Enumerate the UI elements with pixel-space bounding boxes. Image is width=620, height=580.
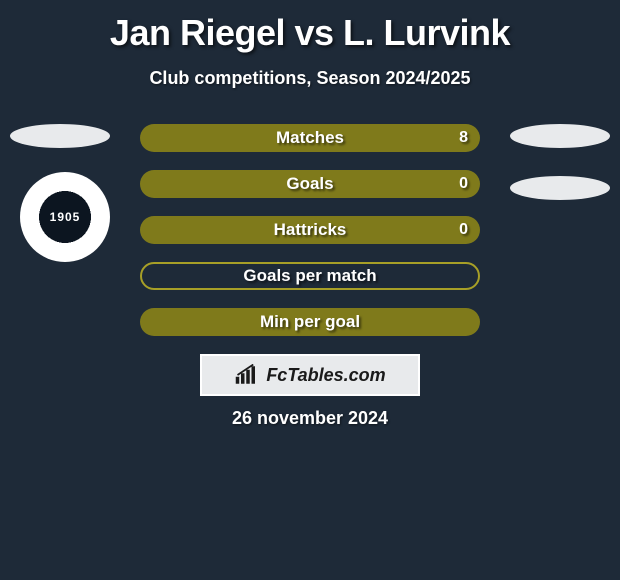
page-title: Jan Riegel vs L. Lurvink bbox=[0, 0, 620, 54]
stat-bar-matches: Matches 8 bbox=[140, 124, 480, 152]
stat-label: Goals bbox=[286, 174, 333, 194]
stats-container: Matches 8 Goals 0 Hattricks 0 Goals per … bbox=[140, 124, 480, 354]
stat-bar-goals: Goals 0 bbox=[140, 170, 480, 198]
snapshot-date: 26 november 2024 bbox=[0, 408, 620, 429]
stat-label: Hattricks bbox=[274, 220, 347, 240]
stat-bar-min-per-goal: Min per goal bbox=[140, 308, 480, 336]
badge-year: 1905 bbox=[50, 210, 81, 224]
page-subtitle: Club competitions, Season 2024/2025 bbox=[0, 68, 620, 89]
stat-value: 0 bbox=[459, 175, 468, 193]
fctables-logo: FcTables.com bbox=[200, 354, 420, 396]
stat-bar-goals-per-match: Goals per match bbox=[140, 262, 480, 290]
stat-label: Min per goal bbox=[260, 312, 360, 332]
club-badge-left: 1905 bbox=[20, 172, 110, 262]
player-right-placeholder bbox=[510, 124, 610, 148]
logo-text: FcTables.com bbox=[266, 365, 385, 386]
stat-bar-hattricks: Hattricks 0 bbox=[140, 216, 480, 244]
stat-label: Matches bbox=[276, 128, 344, 148]
stat-value: 0 bbox=[459, 221, 468, 239]
player-left-placeholder bbox=[10, 124, 110, 148]
bars-icon bbox=[234, 364, 262, 386]
club-right-placeholder bbox=[510, 176, 610, 200]
stat-label: Goals per match bbox=[243, 266, 376, 286]
stat-value: 8 bbox=[459, 129, 468, 147]
